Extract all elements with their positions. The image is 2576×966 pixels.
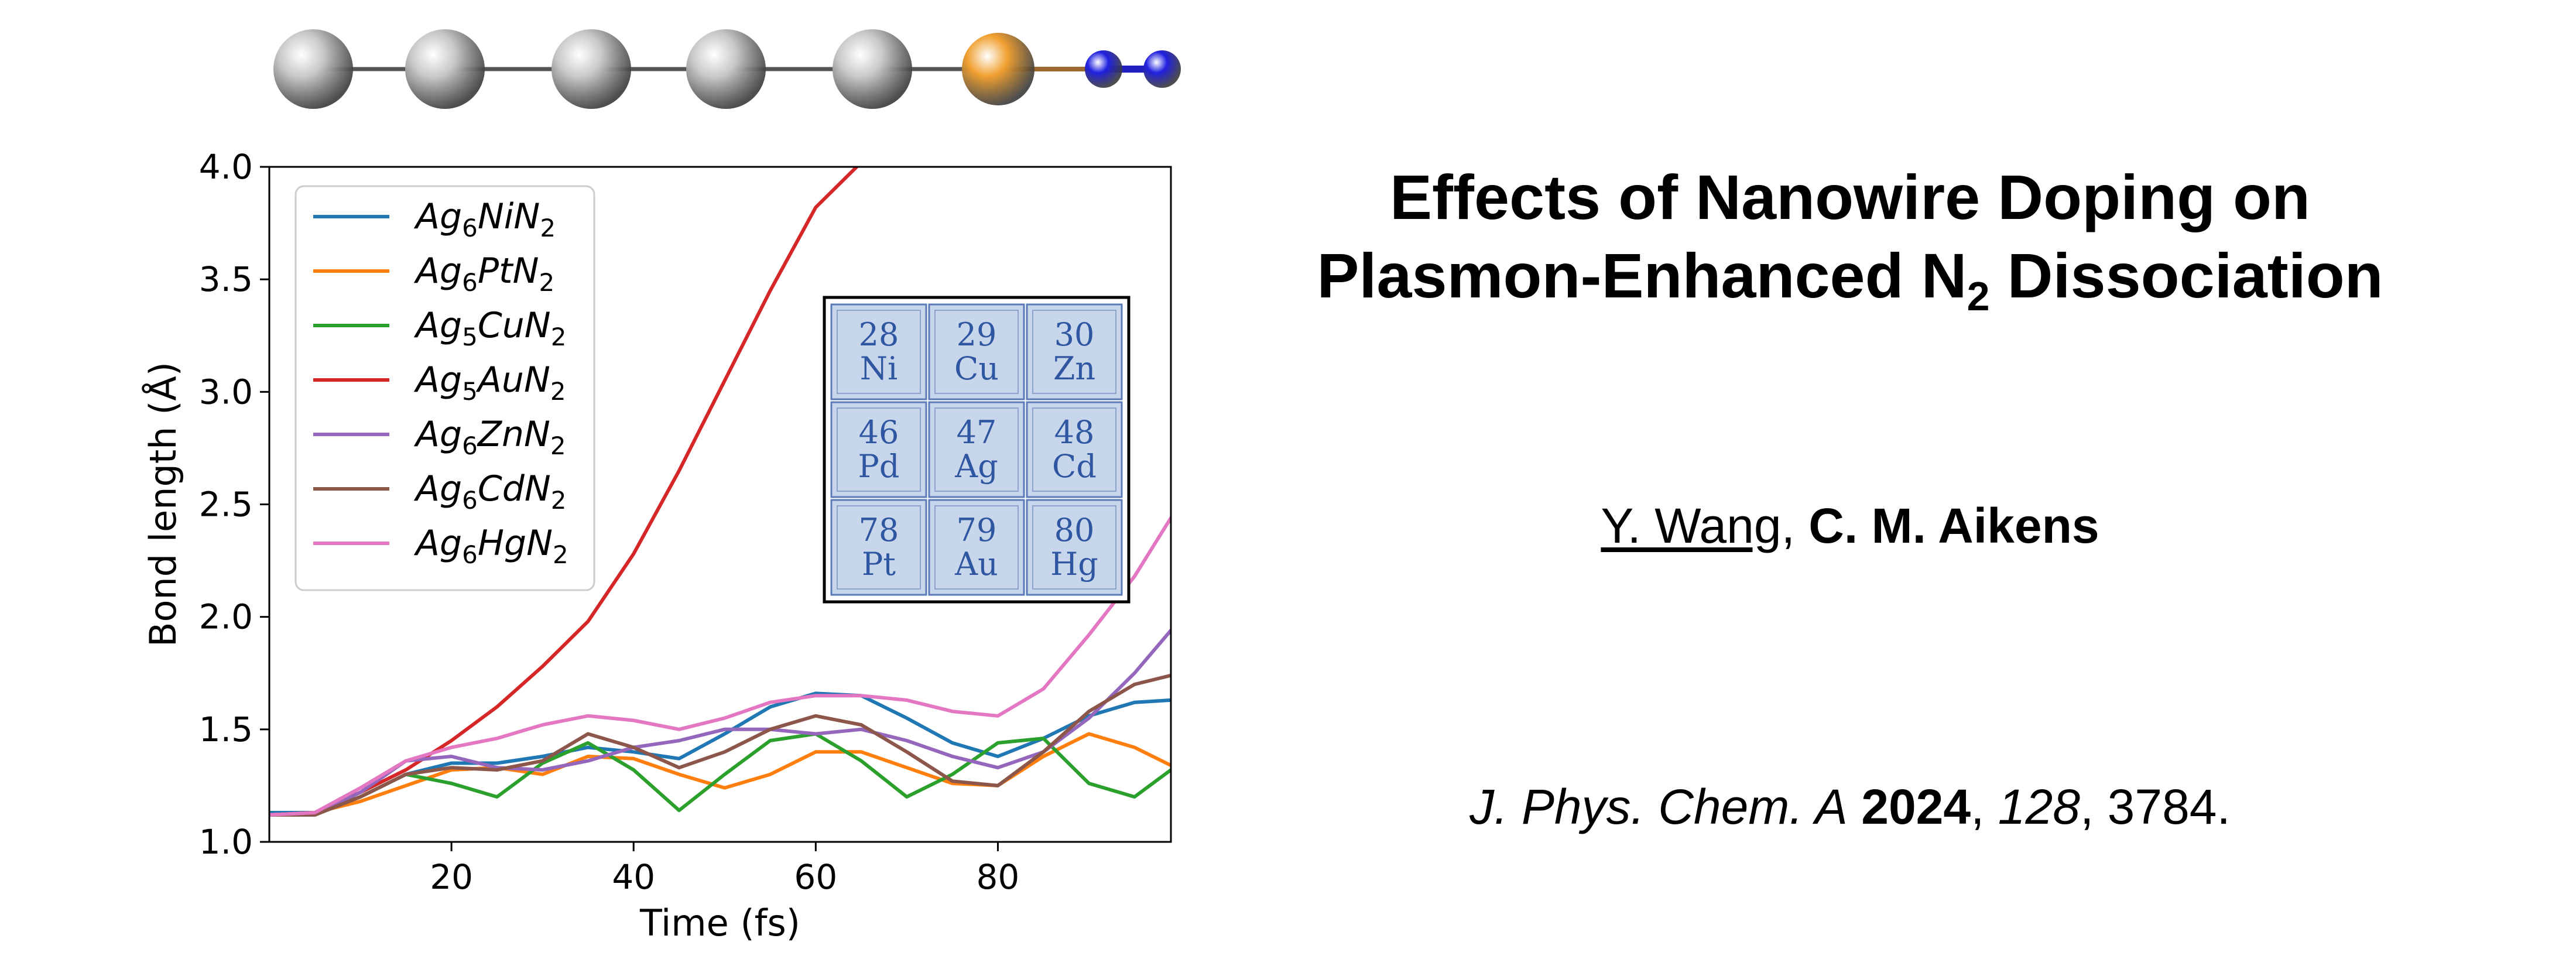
series-line-znn2 bbox=[269, 628, 1171, 817]
element-number: 79 bbox=[957, 512, 997, 549]
legend-entry: Ag5AuN2 bbox=[413, 359, 566, 406]
element-symbol: Pd bbox=[858, 448, 900, 485]
citation-sep-1 bbox=[1848, 779, 1861, 834]
nanowire-molecule-image bbox=[273, 29, 1181, 109]
atom-n bbox=[1143, 50, 1181, 88]
series-line-ptn2 bbox=[269, 732, 1171, 817]
title-subscript: 2 bbox=[1967, 273, 1990, 319]
authors-line: Y. Wang, C. M. Aikens bbox=[1276, 498, 2424, 554]
x-tick-label: 80 bbox=[977, 857, 1020, 897]
citation-volume: 128 bbox=[1998, 779, 2080, 834]
citation-sep-3: , bbox=[2080, 779, 2108, 834]
author-1: Y. Wang bbox=[1601, 498, 1782, 553]
element-cell-inner bbox=[934, 310, 1019, 394]
element-number: 78 bbox=[859, 512, 899, 549]
element-cell-inner bbox=[934, 407, 1019, 492]
series-line-hgn2 bbox=[269, 516, 1171, 817]
citation-line: J. Phys. Chem. A 2024, 128, 3784. bbox=[1276, 779, 2424, 835]
y-tick-label: 3.0 bbox=[199, 372, 253, 412]
element-number: 28 bbox=[859, 316, 899, 353]
element-cell bbox=[1026, 499, 1123, 596]
title-line-2-pre: Plasmon-Enhanced N bbox=[1317, 240, 1967, 311]
legend-entry: Ag5CuN2 bbox=[413, 305, 566, 351]
citation-journal: J. Phys. Chem. A bbox=[1469, 779, 1848, 834]
element-cell-inner bbox=[934, 505, 1019, 590]
series-line-cdn2 bbox=[269, 673, 1171, 817]
y-tick-label: 2.5 bbox=[199, 485, 253, 525]
element-cell-inner bbox=[1032, 310, 1116, 394]
y-axis-label: Bond length (Å) bbox=[142, 362, 184, 647]
x-tick-label: 60 bbox=[794, 857, 837, 897]
element-symbol: Cu bbox=[954, 350, 999, 387]
element-number: 48 bbox=[1054, 414, 1095, 451]
element-cell-inner bbox=[837, 407, 921, 492]
y-tick-label: 4.0 bbox=[199, 147, 253, 187]
title-line-1: Effects of Nanowire Doping on bbox=[1389, 162, 2310, 232]
element-cell bbox=[928, 303, 1025, 400]
bond-length-chart: 1.0 1.5 2.0 2.5 3.0 3.5 4.0 20 40 60 80 Time (fs) Bo… bbox=[142, 147, 1172, 944]
atom-ag bbox=[686, 29, 766, 109]
atom-n bbox=[1085, 50, 1122, 88]
element-cell bbox=[830, 401, 927, 498]
legend-entry: Ag6PtN2 bbox=[413, 251, 554, 297]
citation-pages: 3784 bbox=[2107, 779, 2217, 834]
citation-end: . bbox=[2217, 779, 2231, 834]
element-symbol: Pt bbox=[862, 546, 896, 583]
atom-ag bbox=[833, 29, 912, 109]
y-tick-label: 1.0 bbox=[199, 822, 253, 862]
element-cell bbox=[1026, 401, 1123, 498]
element-number: 46 bbox=[859, 414, 899, 451]
element-cell-inner bbox=[837, 310, 921, 394]
element-symbol: Ni bbox=[860, 350, 898, 387]
element-symbol: Hg bbox=[1050, 546, 1098, 583]
legend-entry: Ag6NiN2 bbox=[413, 196, 556, 242]
author-separator: , bbox=[1781, 498, 1809, 553]
atom-dopant bbox=[962, 33, 1034, 105]
atom-ag bbox=[273, 29, 353, 109]
atom-ag bbox=[405, 29, 485, 109]
y-tick-label: 3.5 bbox=[199, 259, 253, 299]
element-cell bbox=[928, 499, 1025, 596]
element-number: 47 bbox=[957, 414, 997, 451]
y-tick-label: 1.5 bbox=[199, 710, 253, 749]
element-number: 80 bbox=[1054, 512, 1095, 549]
citation-year: 2024 bbox=[1861, 779, 1971, 834]
element-cell bbox=[830, 499, 927, 596]
legend-entry: Ag6CdN2 bbox=[413, 468, 566, 515]
element-symbol: Zn bbox=[1053, 350, 1095, 387]
atom-ag bbox=[551, 29, 631, 109]
x-tick-label: 20 bbox=[430, 857, 473, 897]
element-cell bbox=[830, 303, 927, 400]
element-symbol: Ag bbox=[954, 448, 998, 485]
element-number: 29 bbox=[957, 316, 997, 353]
legend-entry: Ag6ZnN2 bbox=[413, 414, 566, 460]
element-cell bbox=[1026, 303, 1123, 400]
x-axis-label: Time (fs) bbox=[639, 902, 800, 944]
y-tick-label: 2.0 bbox=[199, 597, 253, 637]
paper-title: Effects of Nanowire Doping on Plasmon-En… bbox=[1276, 158, 2424, 317]
citation-sep-2: , bbox=[1971, 779, 1998, 834]
element-cell-inner bbox=[1032, 407, 1116, 492]
element-cell-inner bbox=[837, 505, 921, 590]
element-cell-inner bbox=[1032, 505, 1116, 590]
series-line-cun2 bbox=[269, 732, 1171, 817]
chart-legend: Ag6NiN2 Ag6PtN2 Ag5CuN2 Ag5AuN2 Ag6ZnN2 Ag6Cd… bbox=[294, 185, 595, 591]
x-tick-label: 40 bbox=[612, 857, 655, 897]
title-line-2-post: Dissociation bbox=[1989, 240, 2383, 311]
author-2: C. M. Aikens bbox=[1808, 498, 2099, 553]
element-number: 30 bbox=[1054, 316, 1095, 353]
element-symbol: Cd bbox=[1052, 448, 1097, 485]
element-cell bbox=[928, 401, 1025, 498]
title-line-2: Plasmon-Enhanced N2 Dissociation bbox=[1276, 237, 2424, 317]
legend-entry: Ag6HgN2 bbox=[413, 523, 568, 569]
element-symbol: Au bbox=[954, 546, 998, 583]
